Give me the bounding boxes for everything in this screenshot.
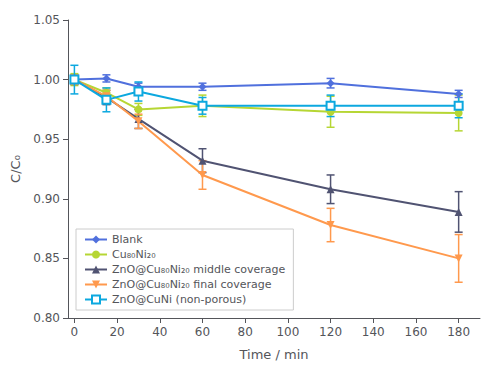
svg-text:80: 80 — [238, 325, 253, 339]
svg-text:180: 180 — [447, 325, 470, 339]
svg-text:0.85: 0.85 — [33, 251, 60, 265]
svg-text:ZnO@Cu₈₀Ni₂₀ final coverage: ZnO@Cu₈₀Ni₂₀ final coverage — [112, 278, 272, 291]
svg-text:0.80: 0.80 — [33, 311, 60, 325]
svg-text:140: 140 — [362, 325, 385, 339]
svg-text:100: 100 — [276, 325, 299, 339]
svg-text:120: 120 — [319, 325, 342, 339]
svg-text:Blank: Blank — [112, 233, 143, 246]
svg-text:ZnO@CuNi (non-porous): ZnO@CuNi (non-porous) — [112, 293, 246, 306]
svg-text:0.95: 0.95 — [33, 132, 60, 146]
svg-text:C/C₀: C/C₀ — [8, 155, 23, 183]
svg-text:ZnO@Cu₈₀Ni₂₀ middle coverage: ZnO@Cu₈₀Ni₂₀ middle coverage — [112, 263, 286, 276]
svg-text:160: 160 — [405, 325, 428, 339]
svg-text:20: 20 — [109, 325, 124, 339]
svg-text:60: 60 — [195, 325, 210, 339]
svg-text:1.05: 1.05 — [33, 13, 60, 27]
svg-text:Cu₈₀Ni₂₀: Cu₈₀Ni₂₀ — [112, 248, 156, 261]
svg-text:1.00: 1.00 — [33, 73, 60, 87]
svg-text:0.90: 0.90 — [33, 192, 60, 206]
svg-text:0: 0 — [71, 325, 79, 339]
svg-text:Time / min: Time / min — [239, 347, 309, 362]
svg-text:40: 40 — [152, 325, 167, 339]
